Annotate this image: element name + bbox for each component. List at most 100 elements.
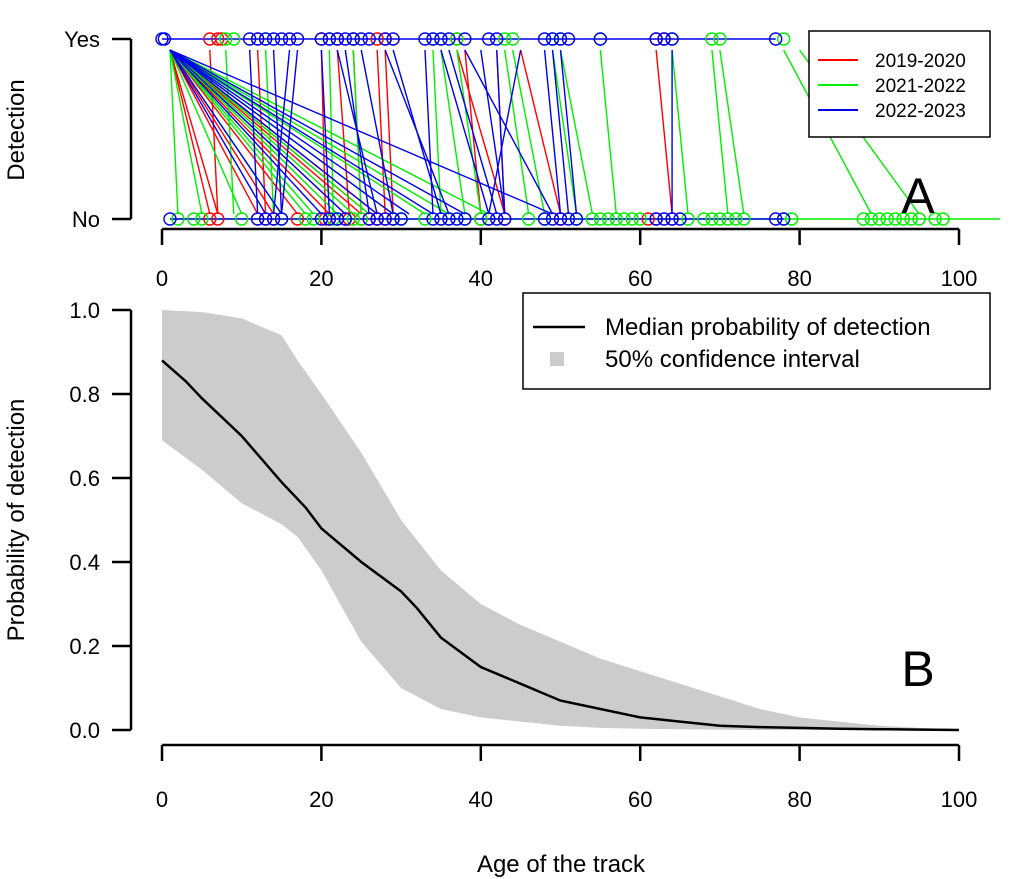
series-3-point-no bbox=[673, 212, 687, 226]
series-3-point-yes bbox=[657, 32, 671, 46]
series-3-point-yes bbox=[665, 32, 679, 46]
series-3-point-yes bbox=[434, 32, 448, 46]
series-2-point-yes bbox=[705, 32, 719, 46]
series-3-point-no bbox=[322, 212, 337, 226]
panel-b-x-tick-label: 80 bbox=[787, 787, 811, 812]
series-3-point-no bbox=[482, 212, 496, 226]
series-3-segment bbox=[320, 49, 331, 215]
panel-b-legend-box bbox=[522, 292, 991, 390]
series-2-segment bbox=[711, 49, 729, 215]
legend-label-3: 2022-2023 bbox=[875, 101, 966, 122]
series-3-segment bbox=[169, 49, 466, 215]
panel-b-legend: Median probability of detection 50% confi… bbox=[522, 292, 991, 390]
series-3-point-yes bbox=[157, 32, 172, 46]
panel-a-x-tick-label: 80 bbox=[787, 266, 811, 291]
series-1-segment bbox=[456, 49, 506, 215]
series-3-segment bbox=[169, 49, 267, 215]
series-2-segment bbox=[169, 49, 203, 215]
series-2-point-no bbox=[928, 212, 942, 226]
series-3-segment bbox=[272, 49, 283, 215]
series-3-point-no bbox=[274, 212, 289, 226]
series-2-point-no bbox=[234, 212, 249, 226]
series-2-point-no bbox=[721, 212, 735, 226]
series-3-point-no bbox=[163, 212, 177, 226]
series-2-point-yes bbox=[505, 32, 520, 46]
series-2-point-no bbox=[601, 212, 616, 226]
series-1-segment bbox=[336, 49, 350, 215]
series-3-point-yes bbox=[274, 32, 289, 46]
series-3-point-yes bbox=[553, 32, 568, 46]
series-3-point-no bbox=[370, 212, 384, 226]
panel-a-x-tick-label: 100 bbox=[941, 266, 978, 291]
panel-b-y-tick-label: 1.0 bbox=[69, 298, 100, 323]
series-3-segment bbox=[272, 49, 291, 215]
series-2-segment bbox=[719, 49, 745, 215]
series-3-point-no bbox=[378, 212, 392, 226]
series-3-point-yes bbox=[330, 32, 345, 46]
series-2-point-no bbox=[864, 212, 879, 226]
series-2-segment bbox=[432, 49, 442, 215]
panel-a-y-tick-label: Yes bbox=[64, 27, 100, 52]
series-3-segment bbox=[360, 49, 394, 215]
series-3-segment bbox=[344, 49, 370, 215]
series-3-point-yes bbox=[537, 32, 552, 46]
panel-b-y-tick-label: 0.4 bbox=[69, 550, 100, 575]
panel-b-x-tick-label: 40 bbox=[469, 787, 493, 812]
series-3-point-yes bbox=[282, 32, 297, 46]
series-2-segment bbox=[169, 49, 306, 215]
series-3-point-no bbox=[776, 212, 791, 226]
series-3-point-yes bbox=[258, 32, 273, 46]
series-2-point-no bbox=[713, 212, 727, 226]
panel-b-y-tick-label: 0.8 bbox=[69, 382, 100, 407]
panel-a-x-tick-label: 20 bbox=[309, 266, 333, 291]
median-line bbox=[161, 359, 960, 732]
series-3-point-no bbox=[362, 212, 376, 226]
series-3-point-yes bbox=[426, 32, 440, 46]
series-2-point-yes bbox=[776, 32, 791, 46]
series-3-point-no bbox=[553, 212, 568, 226]
series-2-point-no bbox=[521, 212, 536, 226]
series-3-point-no bbox=[458, 212, 472, 226]
series-3-point-yes bbox=[593, 32, 608, 46]
panel-b-x-tick-label: 0 bbox=[156, 787, 168, 812]
series-2-segment bbox=[328, 49, 335, 215]
panel-a: No Yes 0 20 40 60 80 100 Detection 2019-2020 202… bbox=[3, 27, 1000, 291]
legend-label-1: 2019-2020 bbox=[875, 51, 966, 72]
panel-b-letter: B bbox=[901, 641, 934, 697]
series-1-segment bbox=[376, 49, 386, 215]
series-1-point-no bbox=[290, 212, 305, 226]
series-3-point-yes bbox=[490, 32, 504, 46]
series-3-point-no bbox=[258, 212, 273, 226]
series-3-segment bbox=[169, 49, 553, 215]
series-2-segment bbox=[169, 49, 490, 215]
series-3-point-yes bbox=[266, 32, 281, 46]
panel-b-y-tick-label: 0.0 bbox=[69, 718, 100, 743]
series-3-segment bbox=[551, 49, 570, 215]
series-2-point-yes bbox=[227, 32, 241, 46]
series-1-point-no bbox=[203, 212, 217, 226]
panel-a-x-tick-label: 60 bbox=[628, 266, 652, 291]
series-3-point-yes bbox=[545, 32, 560, 46]
series-2-point-yes bbox=[713, 32, 727, 46]
series-2-point-no bbox=[346, 212, 360, 226]
series-3-segment bbox=[169, 49, 322, 215]
series-3-point-no bbox=[338, 212, 353, 226]
series-3-point-no bbox=[657, 212, 671, 226]
legend-label-2: 2021-2022 bbox=[875, 76, 966, 97]
series-3-point-yes bbox=[418, 32, 432, 46]
legend-ci-swatch bbox=[550, 352, 564, 366]
series-3-point-yes bbox=[250, 32, 265, 46]
series-3-segment bbox=[440, 49, 490, 215]
series-2-segment bbox=[511, 49, 546, 215]
series-3-point-no bbox=[545, 212, 560, 226]
series-3-segment bbox=[280, 49, 299, 215]
panel-a-ylabel: Detection bbox=[3, 79, 30, 180]
series-2-point-no bbox=[195, 212, 209, 226]
series-2-point-no bbox=[633, 212, 647, 226]
series-2-point-yes bbox=[498, 32, 512, 46]
series-3-point-no bbox=[537, 212, 552, 226]
panel-b: 0.0 0.2 0.4 0.6 0.8 1.0 0 20 40 60 80 100 Probabili… bbox=[3, 292, 991, 812]
series-3-point-yes bbox=[346, 32, 360, 46]
series-2-segment bbox=[169, 49, 450, 215]
